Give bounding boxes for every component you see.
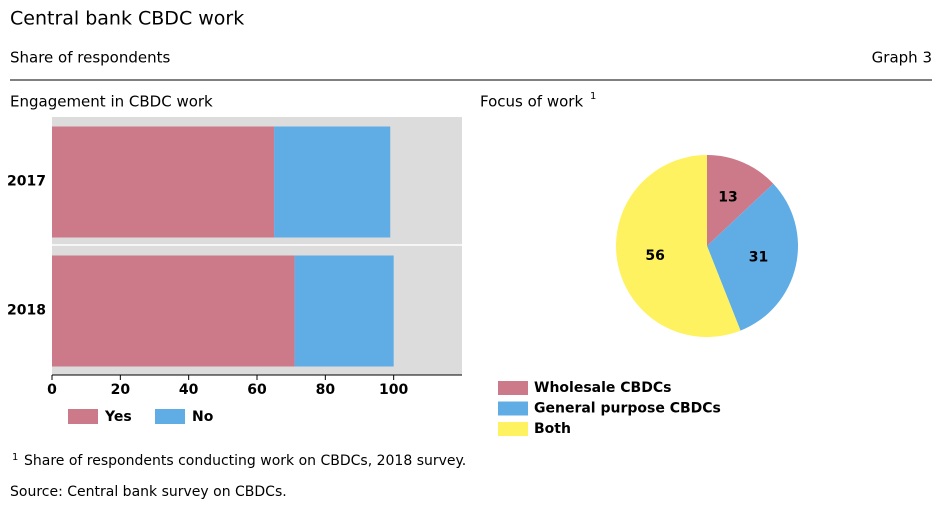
legend-label: Wholesale CBDCs (534, 380, 671, 396)
value-label: 56 (645, 248, 664, 264)
legend-label: Both (534, 421, 571, 437)
title-note: 1 (590, 91, 596, 102)
x-tick-label: 0 (47, 382, 57, 398)
bar-segment (52, 126, 275, 238)
x-tick-label: 100 (379, 382, 408, 398)
value-label: 31 (749, 250, 768, 266)
chart-title: Engagement in CBDC work (10, 93, 213, 111)
page-title: Central bank CBDC work (10, 8, 244, 30)
legend-swatch (498, 381, 528, 395)
page-subtitle: Share of respondents (10, 49, 171, 67)
legend-label: No (192, 409, 214, 425)
footnote: Share of respondents conducting work on … (24, 453, 466, 469)
bar-segment (52, 255, 295, 367)
pie-slice (707, 183, 798, 331)
value-label: 13 (718, 190, 737, 206)
pie-slice (616, 155, 741, 338)
pie-slice (707, 155, 774, 246)
source: Source: Central bank survey on CBDCs. (10, 484, 287, 500)
bar-segment (274, 126, 391, 238)
graph-label: Graph 3 (872, 49, 932, 67)
legend-swatch (68, 409, 98, 424)
chart-title: Focus of work (480, 93, 583, 111)
legend-swatch (498, 422, 528, 436)
x-tick-label: 40 (179, 382, 199, 398)
footnote-marker: 1 (12, 452, 18, 463)
legend-swatch (155, 409, 185, 424)
x-tick-label: 20 (111, 382, 131, 398)
x-tick-label: 80 (316, 382, 336, 398)
y-tick-label: 2017 (7, 174, 46, 190)
legend-label: General purpose CBDCs (534, 401, 721, 417)
y-tick-label: 2018 (7, 303, 46, 319)
x-tick-label: 60 (247, 382, 267, 398)
bar-segment (294, 255, 394, 367)
legend-swatch (498, 401, 528, 416)
legend-label: Yes (104, 409, 132, 425)
